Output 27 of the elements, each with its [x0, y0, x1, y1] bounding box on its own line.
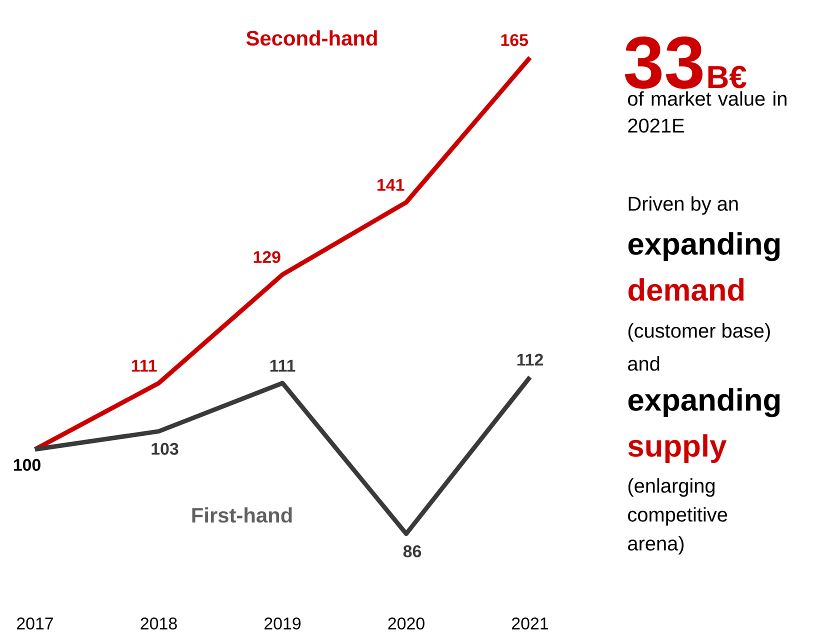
x-tick-label: 2018: [140, 618, 177, 630]
text: supply: [628, 434, 727, 463]
data-label: 141: [378, 179, 404, 191]
data-label: 111: [270, 360, 296, 372]
annotation: 100: [14, 458, 40, 471]
data-label: 129: [254, 251, 280, 264]
text: (customer base): [628, 323, 770, 342]
x-tick-label: 2021: [512, 618, 548, 630]
text: of market value in 2021E: [628, 91, 786, 133]
x-tick-label: 2019: [264, 618, 301, 630]
text: and: [628, 356, 660, 371]
text: 33: [624, 36, 703, 89]
x-tick-label: 2020: [388, 618, 424, 630]
x-tick-label: 2017: [17, 618, 53, 630]
text: Second-hand: [246, 30, 377, 46]
data-label: 86: [403, 545, 422, 558]
data-label: 111: [132, 360, 157, 372]
text: expanding: [628, 232, 780, 262]
data-label: 165: [501, 34, 528, 46]
text: (enlarging competitive arena): [628, 478, 728, 555]
text: expanding: [628, 388, 780, 418]
text: First-hand: [192, 507, 292, 523]
text: demand: [628, 278, 744, 301]
data-label: 112: [517, 354, 543, 366]
text: B€: [708, 66, 746, 88]
data-label: 103: [152, 442, 178, 455]
text: Driven by an: [628, 196, 738, 215]
